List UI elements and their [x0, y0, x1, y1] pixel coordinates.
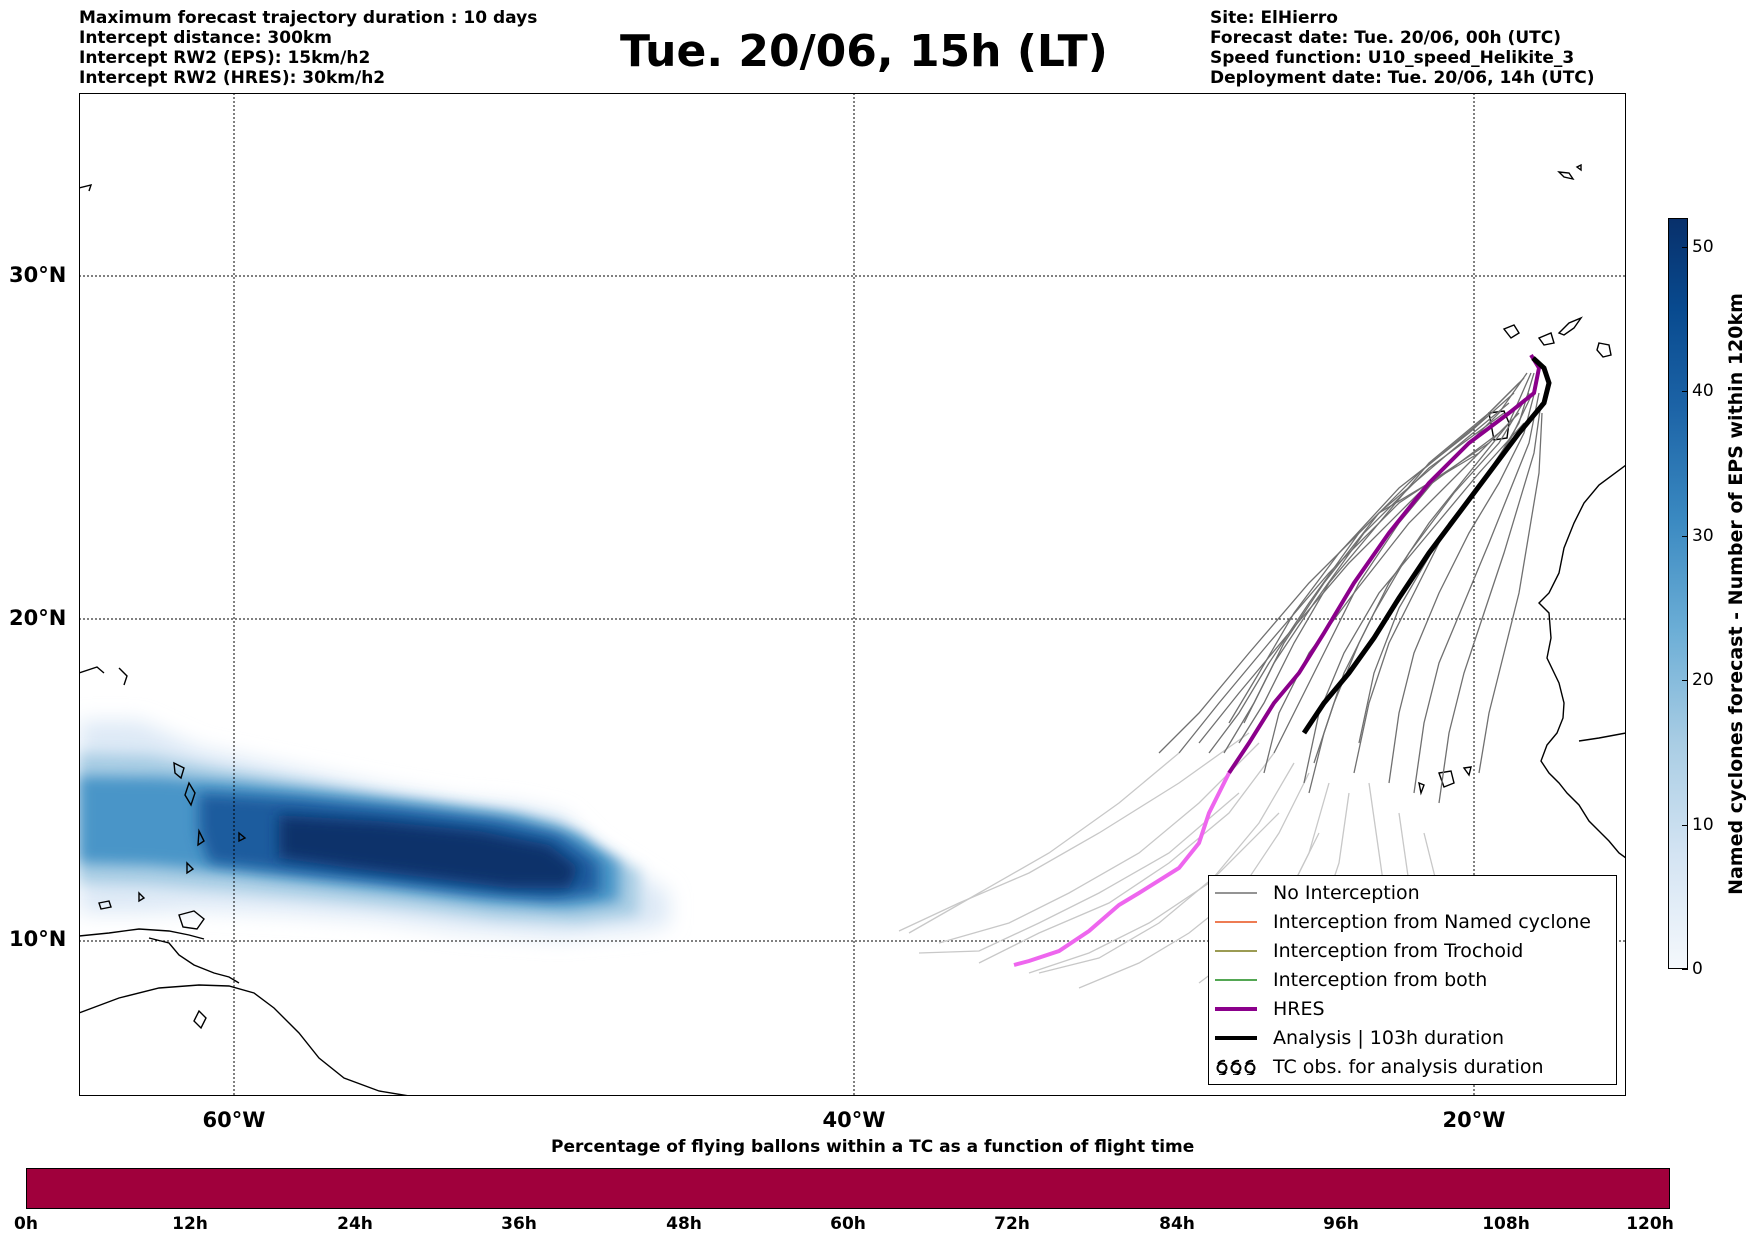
cb-tickmark: [1682, 825, 1688, 826]
lon-label-20w: 20°W: [1442, 1108, 1506, 1132]
map-frame: [79, 93, 1626, 1096]
bottom-tick-label: 108h: [1482, 1214, 1530, 1234]
map-legend: No Interception Interception from Named …: [1208, 875, 1617, 1085]
hres-track-late: [1013, 772, 1231, 967]
cb-tickmark: [1682, 680, 1688, 681]
legend-thin-line-icon: [1215, 950, 1257, 952]
bottom-tick-label: 72h: [994, 1214, 1030, 1234]
bottom-tick-label: 84h: [1159, 1214, 1195, 1234]
flight-time-colorbar: [26, 1168, 1670, 1209]
cb-tickmark: [1682, 391, 1688, 392]
cb-tick-label: 40: [1692, 381, 1714, 401]
bottom-tick-label: 36h: [501, 1214, 537, 1234]
info-duration: Maximum forecast trajectory duration : 1…: [79, 8, 538, 28]
analysis-track: [1301, 356, 1552, 735]
legend-label: Interception from Trochoid: [1273, 940, 1524, 962]
cb-tick-label: 30: [1692, 526, 1714, 546]
info-intercept-hres: Intercept RW2 (HRES): 30km/h2: [79, 68, 386, 88]
hres-track: [1227, 353, 1542, 775]
info-intercept-eps: Intercept RW2 (EPS): 15km/h2: [79, 48, 371, 68]
legend-item-tc-obs: TC obs. for analysis duration: [1215, 1054, 1544, 1080]
info-intercept-distance: Intercept distance: 300km: [79, 28, 332, 48]
bottom-tick-label: 120h: [1626, 1214, 1674, 1234]
lon-label-40w: 40°W: [822, 1108, 886, 1132]
bottom-tick-label: 0h: [14, 1214, 38, 1234]
legend-label: HRES: [1273, 998, 1325, 1020]
legend-label: Analysis | 103h duration: [1273, 1027, 1505, 1049]
coastlines: [79, 163, 1626, 1096]
legend-item-trochoid: Interception from Trochoid: [1215, 938, 1523, 964]
legend-item-named-cyclone: Interception from Named cyclone: [1215, 909, 1591, 935]
cb-tick-label: 20: [1692, 670, 1714, 690]
lat-label-20n: 20°N: [9, 606, 67, 630]
info-forecast-date: Forecast date: Tue. 20/06, 00h (UTC): [1210, 28, 1561, 48]
info-site: Site: ElHierro: [1210, 8, 1338, 28]
legend-item-both: Interception from both: [1215, 967, 1487, 993]
cb-tickmark: [1682, 247, 1688, 248]
lat-label-10n: 10°N: [9, 927, 67, 951]
info-deployment-date: Deployment date: Tue. 20/06, 14h (UTC): [1210, 68, 1595, 88]
cb-tick-label: 10: [1692, 815, 1714, 835]
legend-label: TC obs. for analysis duration: [1273, 1056, 1544, 1078]
legend-label: Interception from both: [1273, 969, 1488, 991]
legend-item-analysis: Analysis | 103h duration: [1215, 1025, 1504, 1051]
bottom-tick-label: 48h: [666, 1214, 702, 1234]
bottom-tick-label: 96h: [1323, 1214, 1359, 1234]
legend-thin-line-icon: [1215, 892, 1257, 894]
bottom-tick-label: 60h: [830, 1214, 866, 1234]
legend-label: Interception from Named cyclone: [1273, 911, 1591, 933]
colorbar-label: Named cyclones forecast - Number of EPS …: [1725, 293, 1747, 895]
site-info: Site: ElHierro Forecast date: Tue. 20/06…: [1210, 8, 1595, 88]
legend-item-hres: HRES: [1215, 996, 1325, 1022]
bottom-tick-label: 12h: [172, 1214, 208, 1234]
cb-tickmark: [1682, 536, 1688, 537]
cb-tickmark: [1682, 969, 1688, 970]
info-speed-function: Speed function: U10_speed_Helikite_3: [1210, 48, 1575, 68]
cb-tick-label: 0: [1692, 959, 1703, 979]
trajectory-map[interactable]: [79, 93, 1626, 1096]
ensemble-tracks: [1158, 372, 1543, 804]
lon-label-60w: 60°W: [202, 1108, 266, 1132]
cyclone-symbol-icon: [1216, 1059, 1256, 1075]
lat-label-30n: 30°N: [9, 263, 67, 287]
legend-item-no-interception: No Interception: [1215, 880, 1420, 906]
cb-tick-label: 50: [1692, 237, 1714, 257]
legend-thin-line-icon: [1215, 979, 1257, 981]
legend-label: No Interception: [1273, 882, 1420, 904]
bottom-tick-label: 24h: [337, 1214, 373, 1234]
legend-thick-line-icon: [1215, 1036, 1257, 1040]
legend-thin-line-icon: [1215, 921, 1257, 923]
density-colorbar: [1668, 218, 1688, 969]
forecast-parameters: Maximum forecast trajectory duration : 1…: [79, 8, 537, 88]
page-title: Tue. 20/06, 15h (LT): [620, 26, 1108, 77]
cyclone-density-field: [79, 721, 669, 938]
bottom-colorbar-title: Percentage of flying ballons within a TC…: [551, 1137, 1195, 1157]
legend-thick-line-icon: [1215, 1007, 1257, 1011]
